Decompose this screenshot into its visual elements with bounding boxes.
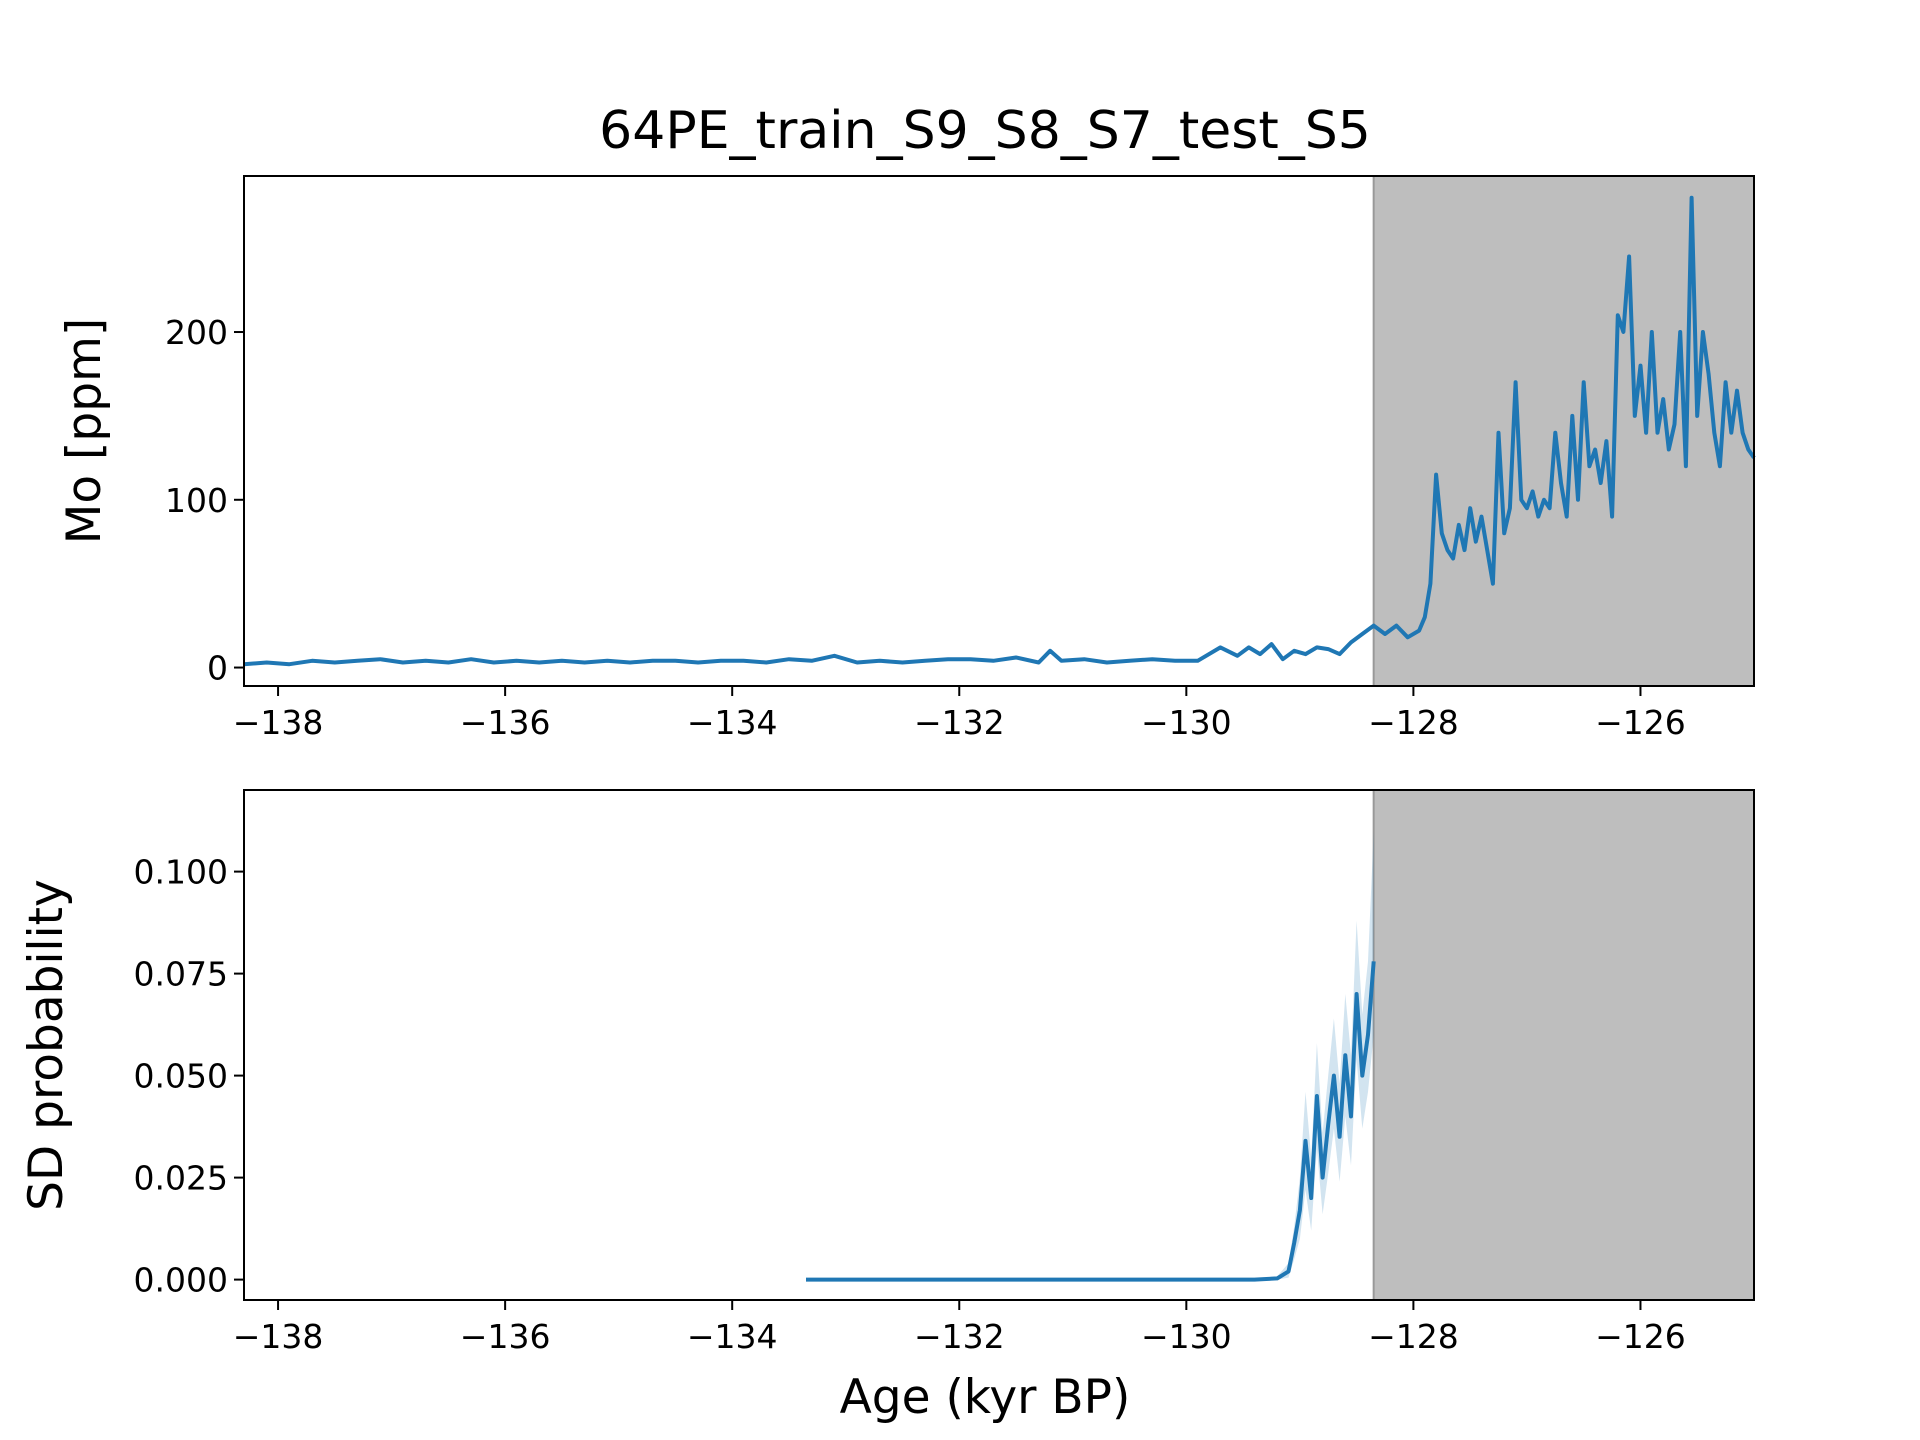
y-tick-label: 200 xyxy=(165,313,228,352)
x-tick-label: −134 xyxy=(687,1317,778,1356)
x-tick-label: −138 xyxy=(233,703,324,742)
y-tick-label: 0.075 xyxy=(134,955,228,994)
mo-plot-area xyxy=(243,195,1756,667)
sd-panel: −138 −136 −134 −132 −130 −128 −126 0.0000.0250… xyxy=(19,789,1755,1356)
test-region-shade xyxy=(1373,790,1754,1300)
x-tick-label: −138 xyxy=(233,1317,324,1356)
series-line xyxy=(243,195,1756,667)
series-line xyxy=(806,961,1376,1282)
x-axis-label: Age (kyr BP) xyxy=(840,1370,1131,1425)
x-tick-label: −132 xyxy=(914,703,1005,742)
x-tick-label: −130 xyxy=(1141,703,1232,742)
figure-title: 64PE_train_S9_S8_S7_test_S5 xyxy=(599,101,1371,161)
sd-x-axis: −138 −136 −134 −132 −130 −128 −126 xyxy=(233,1300,1686,1356)
mo-panel: −138 −136 −134 −132 −130 −128 −126 0 100 200 Mo … xyxy=(57,175,1756,742)
y-tick-label: 100 xyxy=(165,481,228,520)
x-tick-label: −126 xyxy=(1595,703,1686,742)
y-tick-label: 0 xyxy=(207,649,228,688)
mo-axes-frame xyxy=(243,175,1755,687)
y-tick-label: 0.000 xyxy=(134,1261,228,1300)
x-tick-label: −128 xyxy=(1368,703,1459,742)
sd-y-axis: 0.000 0.025 0.050 0.075 0.100 xyxy=(134,853,244,1300)
mo-y-axis: 0 100 200 xyxy=(165,313,244,688)
x-tick-label: −134 xyxy=(687,703,778,742)
y-tick-label: 0.025 xyxy=(134,1159,228,1198)
x-tick-label: −126 xyxy=(1595,1317,1686,1356)
sd-y-axis-label: SD probability xyxy=(19,879,74,1211)
sd-axes-frame xyxy=(243,789,1755,1301)
x-tick-label: −136 xyxy=(460,1317,551,1356)
sd-plot-area xyxy=(806,830,1376,1282)
x-tick-label: −128 xyxy=(1368,1317,1459,1356)
x-tick-label: −132 xyxy=(914,1317,1005,1356)
y-tick-label: 0.050 xyxy=(134,1057,228,1096)
y-tick-label: 0.100 xyxy=(134,853,228,892)
uncertainty-band xyxy=(806,830,1374,1280)
test-region-shade xyxy=(1373,176,1754,686)
mo-x-axis: −138 −136 −134 −132 −130 −128 −126 xyxy=(233,686,1686,742)
mo-y-axis-label: Mo [ppm] xyxy=(57,318,112,544)
x-tick-label: −130 xyxy=(1141,1317,1232,1356)
x-tick-label: −136 xyxy=(460,703,551,742)
